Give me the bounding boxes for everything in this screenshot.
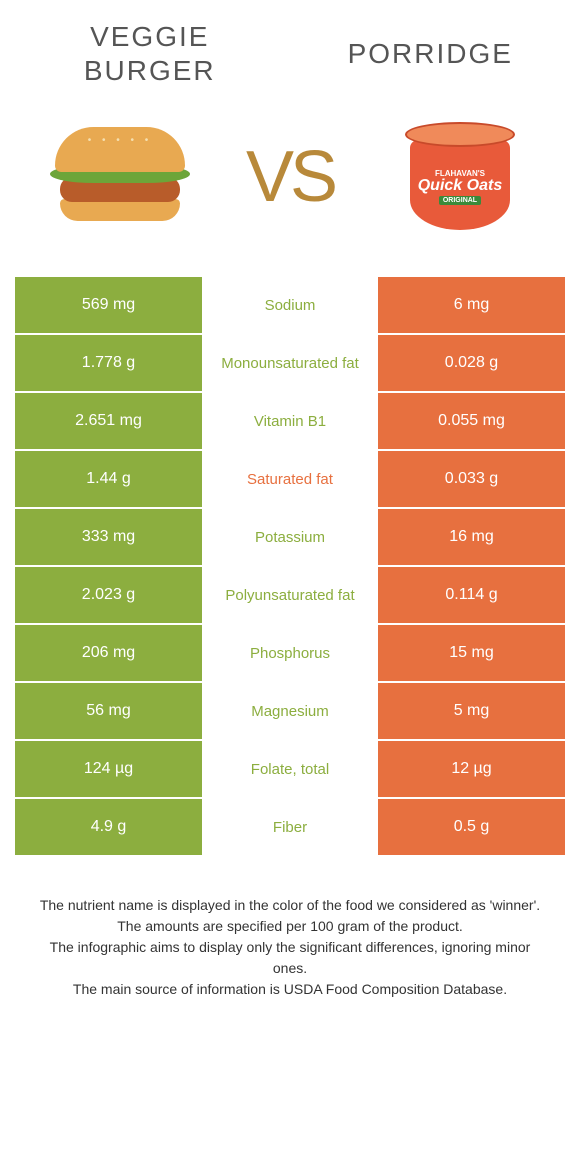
titles-row: VEGGIE BURGER PORRIDGE: [15, 20, 565, 87]
right-value: 16 mg: [378, 509, 565, 565]
nutrient-label: Phosphorus: [202, 625, 378, 681]
right-value: 0.028 g: [378, 335, 565, 391]
right-value: 15 mg: [378, 625, 565, 681]
right-value: 5 mg: [378, 683, 565, 739]
right-value: 0.055 mg: [378, 393, 565, 449]
table-row: 4.9 gFiber0.5 g: [15, 799, 565, 855]
footer-notes: The nutrient name is displayed in the co…: [15, 895, 565, 1000]
left-value: 206 mg: [15, 625, 202, 681]
oats-sub: ORIGINAL: [439, 196, 481, 205]
right-food-title: PORRIDGE: [316, 37, 546, 71]
left-value: 1.778 g: [15, 335, 202, 391]
left-value: 124 µg: [15, 741, 202, 797]
table-row: 1.44 gSaturated fat0.033 g: [15, 451, 565, 507]
right-value: 0.114 g: [378, 567, 565, 623]
right-value: 0.5 g: [378, 799, 565, 855]
table-row: 206 mgPhosphorus15 mg: [15, 625, 565, 681]
footer-line: The main source of information is USDA F…: [35, 979, 545, 1000]
left-value: 569 mg: [15, 277, 202, 333]
right-value: 12 µg: [378, 741, 565, 797]
left-value: 333 mg: [15, 509, 202, 565]
right-value: 6 mg: [378, 277, 565, 333]
nutrient-label: Sodium: [202, 277, 378, 333]
nutrient-label: Vitamin B1: [202, 393, 378, 449]
vs-label: VS: [246, 136, 334, 218]
nutrient-label: Potassium: [202, 509, 378, 565]
table-row: 124 µgFolate, total12 µg: [15, 741, 565, 797]
table-row: 1.778 gMonounsaturated fat0.028 g: [15, 335, 565, 391]
images-row: VS FLAHAVAN'S Quick Oats ORIGINAL: [15, 117, 565, 237]
nutrient-label: Saturated fat: [202, 451, 378, 507]
footer-line: The nutrient name is displayed in the co…: [35, 895, 545, 916]
nutrient-label: Fiber: [202, 799, 378, 855]
table-row: 56 mgMagnesium5 mg: [15, 683, 565, 739]
left-value: 1.44 g: [15, 451, 202, 507]
left-value: 2.023 g: [15, 567, 202, 623]
left-value: 2.651 mg: [15, 393, 202, 449]
table-row: 2.651 mgVitamin B10.055 mg: [15, 393, 565, 449]
nutrient-label: Folate, total: [202, 741, 378, 797]
table-row: 333 mgPotassium16 mg: [15, 509, 565, 565]
footer-line: The amounts are specified per 100 gram o…: [35, 916, 545, 937]
nutrient-label: Magnesium: [202, 683, 378, 739]
left-food-title: VEGGIE BURGER: [35, 20, 265, 87]
porridge-image: FLAHAVAN'S Quick Oats ORIGINAL: [375, 117, 545, 237]
veggie-burger-image: [35, 117, 205, 237]
left-value: 4.9 g: [15, 799, 202, 855]
table-row: 2.023 gPolyunsaturated fat0.114 g: [15, 567, 565, 623]
left-value: 56 mg: [15, 683, 202, 739]
right-value: 0.033 g: [378, 451, 565, 507]
nutrient-label: Monounsaturated fat: [202, 335, 378, 391]
footer-line: The infographic aims to display only the…: [35, 937, 545, 979]
nutrient-label: Polyunsaturated fat: [202, 567, 378, 623]
table-row: 569 mgSodium6 mg: [15, 277, 565, 333]
oats-name: Quick Oats: [418, 178, 502, 194]
nutrient-table: 569 mgSodium6 mg1.778 gMonounsaturated f…: [15, 277, 565, 855]
